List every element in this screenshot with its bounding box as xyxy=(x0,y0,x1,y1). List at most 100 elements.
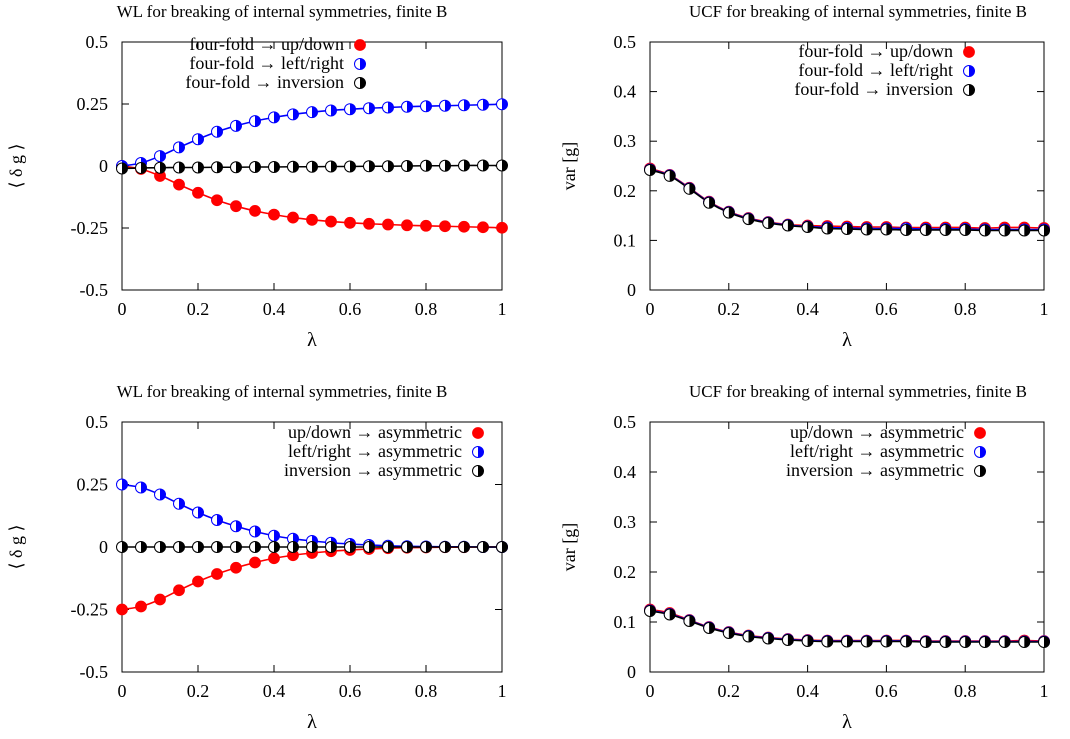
data-point-series-3 xyxy=(496,541,508,553)
data-point-series-2-half xyxy=(293,108,299,120)
data-point-series-3 xyxy=(939,223,952,236)
data-point-series-3-half xyxy=(945,224,952,236)
chart-title: WL for breaking of internal symmetries, … xyxy=(117,2,448,21)
data-point-series-1 xyxy=(344,216,356,229)
data-point-series-3 xyxy=(306,160,318,173)
x-tick-label: 0.8 xyxy=(415,681,438,701)
x-tick-label: 0.4 xyxy=(263,681,286,701)
data-point-series-2 xyxy=(306,106,318,119)
data-point-series-3-half xyxy=(728,207,735,219)
legend-marker xyxy=(472,446,484,458)
data-point-series-3-half xyxy=(886,223,892,235)
y-tick-label: 0.1 xyxy=(614,230,637,250)
data-point-series-2-half xyxy=(426,100,432,112)
data-point-series-3-half xyxy=(217,541,223,553)
data-point-series-3 xyxy=(919,223,932,236)
data-point-series-3 xyxy=(919,636,932,648)
x-tick-label: 1 xyxy=(498,681,507,701)
data-point-series-3 xyxy=(325,160,337,173)
data-point-series-2-half xyxy=(217,126,223,138)
data-point-series-3-half xyxy=(984,224,991,236)
y-tick-label: 0.5 xyxy=(86,32,109,52)
data-point-series-3-half xyxy=(274,161,280,173)
x-tick-label: 0.2 xyxy=(718,299,741,319)
data-point-series-3 xyxy=(363,160,375,173)
x-tick-label: 0.4 xyxy=(796,681,819,701)
data-point-series-3-half xyxy=(984,636,991,648)
data-point-series-3 xyxy=(116,162,128,175)
data-point-series-1-fill xyxy=(458,220,470,233)
data-point-series-3-half xyxy=(1024,224,1030,236)
data-point-series-2 xyxy=(192,133,204,146)
data-point-series-1-fill xyxy=(363,217,375,230)
legend-label: up/down → asymmetric xyxy=(790,422,964,442)
data-point-series-3 xyxy=(821,222,834,235)
data-point-series-3 xyxy=(998,636,1011,648)
data-point-series-3 xyxy=(477,159,489,172)
data-point-series-3-half xyxy=(407,160,413,172)
data-point-series-1-fill xyxy=(230,200,242,213)
data-point-series-2 xyxy=(420,100,432,113)
data-point-series-1 xyxy=(287,211,299,224)
data-point-series-3 xyxy=(841,222,853,235)
y-tick-label: -0.25 xyxy=(71,218,109,238)
data-point-series-3 xyxy=(230,161,242,174)
data-point-series-3 xyxy=(439,541,451,553)
data-point-series-2-half xyxy=(122,479,128,490)
legend-marker xyxy=(963,65,975,77)
legend-marker-half xyxy=(478,446,484,458)
data-point-series-3-half xyxy=(426,160,432,172)
data-point-series-3-half xyxy=(369,541,375,553)
data-point-series-3 xyxy=(663,608,676,621)
x-tick-label: 0.2 xyxy=(718,681,741,701)
data-point-series-3-half xyxy=(464,160,470,172)
data-point-series-3-half xyxy=(464,541,470,553)
data-point-series-3-half xyxy=(1044,224,1050,236)
data-point-series-3-half xyxy=(388,160,394,172)
data-point-series-2 xyxy=(439,99,451,112)
legend-marker xyxy=(974,465,986,477)
legend-label: four-fold → inversion xyxy=(794,79,953,99)
data-point-series-3-half xyxy=(847,636,853,647)
data-point-series-3 xyxy=(860,635,873,648)
data-point-series-3 xyxy=(420,541,432,553)
data-point-series-3 xyxy=(211,541,223,553)
legend-marker xyxy=(974,427,986,439)
y-tick-label: -0.5 xyxy=(80,280,109,300)
legend-marker-half xyxy=(980,465,986,477)
data-point-series-3 xyxy=(880,223,893,236)
y-axis-label: ⟨ δ g ⟩ xyxy=(6,524,26,569)
data-point-series-3-half xyxy=(748,213,754,225)
data-point-series-1 xyxy=(439,220,451,233)
y-tick-label: 0.1 xyxy=(614,612,637,632)
data-point-series-2 xyxy=(477,98,489,111)
legend-marker-half xyxy=(360,58,366,70)
data-point-series-1 xyxy=(135,600,147,613)
y-tick-label: -0.25 xyxy=(71,600,109,620)
data-point-series-1 xyxy=(325,215,337,228)
data-point-series-3 xyxy=(1038,224,1050,237)
data-point-series-1-fill xyxy=(249,556,261,569)
data-point-series-2 xyxy=(211,514,223,526)
data-point-series-3-half xyxy=(866,636,873,647)
chart-panel-4: UCF for breaking of internal symmetries,… xyxy=(559,382,1050,733)
data-point-series-1 xyxy=(230,200,242,213)
y-tick-label: 0.2 xyxy=(614,562,637,582)
data-point-series-3 xyxy=(683,615,696,627)
x-tick-label: 0 xyxy=(646,681,655,701)
data-point-series-2-half xyxy=(179,141,185,153)
chart-panel-2: UCF for breaking of internal symmetries,… xyxy=(559,2,1050,351)
x-tick-label: 0.6 xyxy=(875,299,898,319)
data-point-series-2-half xyxy=(312,106,318,118)
data-point-series-3-half xyxy=(689,615,695,627)
y-axis-label: var [g] xyxy=(559,142,579,190)
data-point-series-3-half xyxy=(886,636,892,647)
chart-title: WL for breaking of internal symmetries, … xyxy=(117,382,448,401)
data-point-series-3 xyxy=(959,223,972,236)
data-point-series-3 xyxy=(703,196,716,209)
data-point-series-2-half xyxy=(141,482,147,493)
data-point-series-1 xyxy=(173,584,185,597)
data-point-series-1-fill xyxy=(477,221,489,234)
data-point-series-1 xyxy=(192,575,204,588)
data-point-series-3 xyxy=(116,541,128,553)
